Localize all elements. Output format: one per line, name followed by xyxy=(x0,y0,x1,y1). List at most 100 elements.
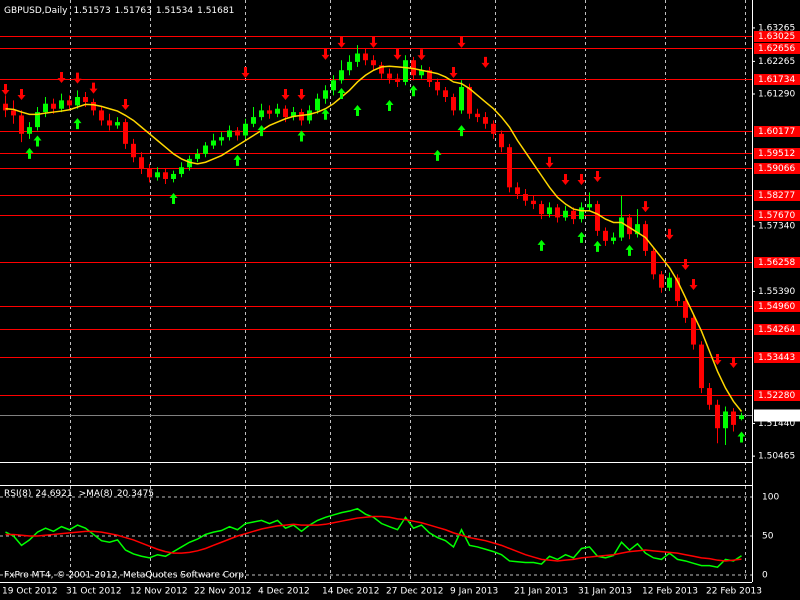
up-arrow xyxy=(337,87,346,99)
up-arrow xyxy=(169,193,178,205)
x-tick-label: 4 Dec 2012 xyxy=(258,587,310,597)
down-arrow xyxy=(449,66,458,78)
candle-body xyxy=(3,103,8,111)
candle-body xyxy=(739,415,744,420)
candle-body xyxy=(387,73,392,79)
candle-body xyxy=(187,158,192,168)
down-arrow xyxy=(457,36,466,48)
x-tick-label: 19 Oct 2012 xyxy=(2,587,58,597)
candle-body xyxy=(371,60,376,66)
up-arrow xyxy=(385,100,394,112)
symbol: GBPUSD,Daily xyxy=(4,6,68,16)
x-tick-label: 12 Nov 2012 xyxy=(130,587,188,597)
candle-body xyxy=(107,120,112,126)
y-tick-label: 1.63265 xyxy=(758,23,795,33)
candle-body xyxy=(235,130,240,136)
level-label: 1.59512 xyxy=(758,149,795,159)
candle-body xyxy=(219,137,224,141)
candle-body xyxy=(331,80,336,91)
down-arrow xyxy=(665,228,674,240)
candle-body xyxy=(315,98,320,111)
indicator-line xyxy=(5,515,742,562)
level-label-box xyxy=(754,390,800,401)
candle-body xyxy=(619,217,624,238)
candle-body xyxy=(163,172,168,179)
candle-body xyxy=(427,70,432,82)
candle-body xyxy=(667,277,672,288)
down-arrow xyxy=(241,66,250,78)
candle-body xyxy=(115,122,120,126)
candle-body xyxy=(83,97,88,103)
candle-body xyxy=(19,115,24,134)
candle-body xyxy=(475,113,480,118)
down-arrow xyxy=(393,48,402,60)
candle-body xyxy=(627,217,632,235)
down-arrow xyxy=(729,356,738,368)
candle-body xyxy=(611,237,616,241)
header-high: 1.51763 xyxy=(115,6,152,16)
candle-body xyxy=(603,230,608,241)
chart-header: GBPUSD,Daily 1.51573 1.51763 1.51534 1.51681 xyxy=(4,6,234,16)
candle-body xyxy=(203,145,208,154)
candle-body xyxy=(539,204,544,215)
candle-body xyxy=(499,133,504,148)
x-tick-label: 27 Dec 2012 xyxy=(386,587,444,597)
up-arrow xyxy=(353,105,362,117)
y-tick-label: 1.57340 xyxy=(758,222,795,232)
candle-body xyxy=(171,173,176,179)
candle-body xyxy=(435,81,440,91)
up-arrow xyxy=(409,85,418,97)
current-price-label: 1.51681 xyxy=(758,411,795,421)
y-tick-label: 50 xyxy=(762,532,774,542)
down-arrow xyxy=(57,71,66,83)
candle-body xyxy=(651,250,656,275)
candle-body xyxy=(307,110,312,121)
candle-body xyxy=(523,194,528,201)
down-arrow xyxy=(297,89,306,101)
candle-body xyxy=(355,53,360,62)
candle-body xyxy=(403,60,408,82)
candle-body xyxy=(395,78,400,82)
candle-body xyxy=(27,127,32,134)
candle-body xyxy=(179,167,184,174)
candle-body xyxy=(283,108,288,118)
candle-body xyxy=(299,112,304,121)
up-arrow xyxy=(433,149,442,161)
candle-body xyxy=(91,102,96,111)
candle-body xyxy=(339,70,344,81)
candle-body xyxy=(267,110,272,114)
candle-body xyxy=(291,112,296,118)
y-tick-label: 0 xyxy=(762,571,768,581)
header-open: 1.51573 xyxy=(73,6,110,16)
x-tick-label: 22 Nov 2012 xyxy=(194,587,252,597)
up-arrow xyxy=(737,431,746,443)
footer: FxPro MT4, © 2001-2012, MetaQuotes Softw… xyxy=(4,571,247,581)
candle-body xyxy=(715,404,720,429)
candle-body xyxy=(379,65,384,74)
candle-body xyxy=(251,117,256,124)
candle-body xyxy=(699,344,704,389)
down-arrow xyxy=(577,173,586,185)
candle-body xyxy=(51,103,56,109)
candle-body xyxy=(243,123,248,136)
candle-body xyxy=(323,90,328,99)
up-arrow xyxy=(577,231,586,243)
candle-body xyxy=(43,103,48,113)
candle-body xyxy=(675,277,680,302)
down-arrow xyxy=(561,173,570,185)
candle-body xyxy=(691,317,696,345)
candle-body xyxy=(195,153,200,159)
level-label-box xyxy=(754,163,800,174)
up-arrow xyxy=(233,154,242,166)
level-label-box xyxy=(754,148,800,159)
candle-body xyxy=(275,108,280,114)
down-arrow xyxy=(481,56,490,68)
level-label: 1.61734 xyxy=(758,75,795,85)
indicator-header: RSI(8) 24.6921 >MA(8) 20.3475 xyxy=(4,489,154,499)
level-label: 1.52280 xyxy=(758,391,795,401)
down-arrow xyxy=(321,48,330,60)
down-arrow xyxy=(281,89,290,101)
plot-layer: 1.63265 1.62265 1.61290 1.57340 1.55390 1.514… xyxy=(0,23,800,597)
candle-body xyxy=(139,157,144,169)
